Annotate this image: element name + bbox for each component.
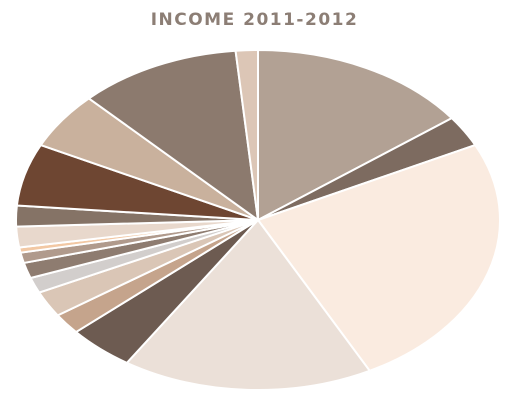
pie-slice-4 bbox=[125, 219, 371, 391]
pie-slice-17 bbox=[234, 48, 259, 221]
pie-slice-1 bbox=[257, 49, 453, 221]
pie-slice-3 bbox=[257, 144, 501, 372]
pie-slice-16 bbox=[87, 49, 259, 221]
chart-title: INCOME 2011-2012 bbox=[150, 10, 359, 30]
